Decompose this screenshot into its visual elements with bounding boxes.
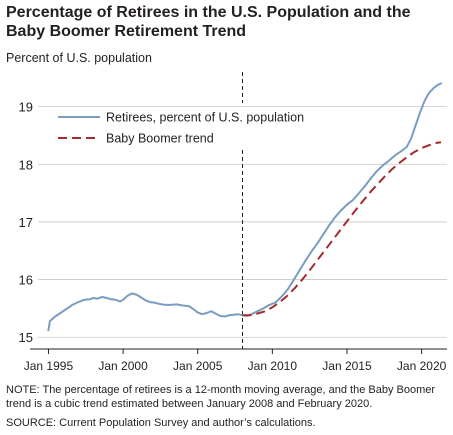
legend-label-1: Baby Boomer trend [106, 132, 214, 146]
x-tick-label: Jan 1995 [24, 359, 74, 373]
x-tick-label: Jan 2010 [248, 359, 298, 373]
legend-label-0: Retirees, percent of U.S. population [106, 111, 304, 125]
chart-source: SOURCE: Current Population Survey and au… [6, 417, 316, 429]
x-tick-label: Jan 2020 [397, 359, 447, 373]
x-tick-label: Jan 2005 [173, 359, 223, 373]
y-tick-label: 19 [19, 100, 33, 115]
y-tick-label: 17 [19, 215, 33, 230]
chart-title: Percentage of Retirees in the U.S. Popul… [6, 4, 411, 40]
y-tick-label: 16 [19, 273, 33, 288]
x-tick-label: Jan 2000 [98, 359, 148, 373]
y-tick-labels: 15 16 17 18 19 [19, 100, 33, 346]
chart-note: NOTE: The percentage of retirees is a 12… [6, 384, 436, 410]
series-line-0 [47, 82, 442, 332]
series-layer [47, 82, 442, 332]
x-tick-label: Jan 2015 [322, 359, 372, 373]
legend: Retirees, percent of U.S. population Baby… [58, 111, 304, 146]
y-axis-label: Percent of U.S. population [6, 51, 152, 65]
y-tick-label: 15 [19, 330, 33, 345]
y-tick-label: 18 [19, 157, 33, 172]
x-axis: Jan 1995 Jan 2000 Jan 2005 Jan 2010 Jan 2015… [24, 348, 447, 373]
series-line-1 [242, 141, 442, 317]
